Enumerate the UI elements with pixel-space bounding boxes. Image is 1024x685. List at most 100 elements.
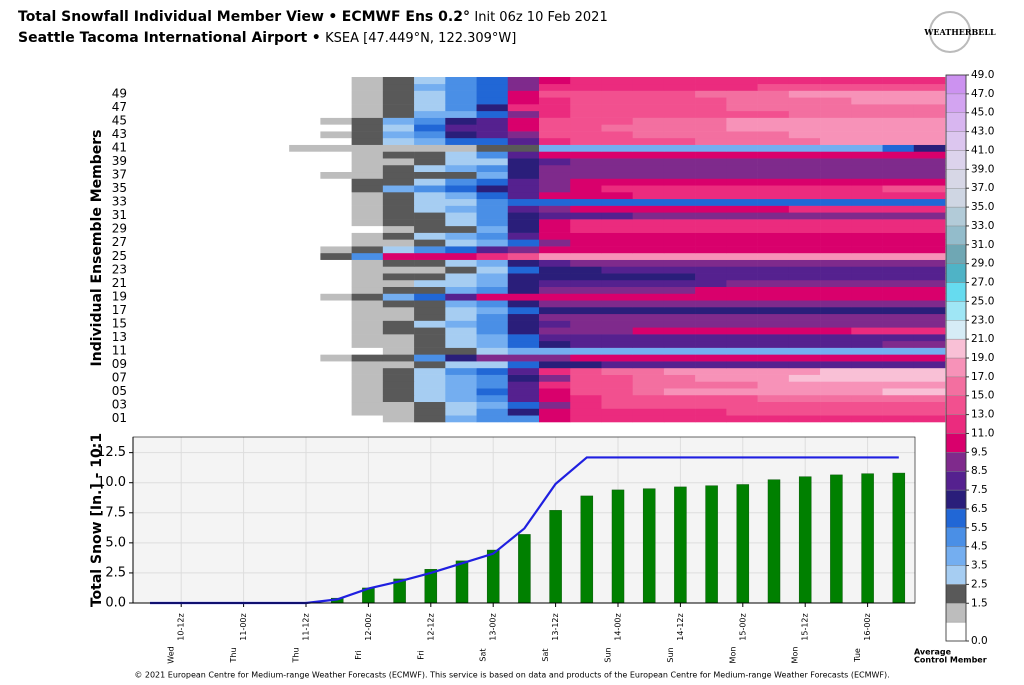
heat-cell bbox=[164, 171, 196, 179]
heat-cell bbox=[445, 252, 477, 260]
heat-cell bbox=[445, 286, 477, 294]
heat-cell bbox=[601, 192, 633, 200]
heat-cell bbox=[476, 131, 509, 139]
heat-cell bbox=[133, 225, 165, 233]
heat-cell bbox=[195, 408, 227, 416]
heat-cell bbox=[601, 374, 633, 382]
heat-cell bbox=[820, 408, 852, 416]
heat-cell bbox=[507, 239, 540, 247]
heat-cell bbox=[882, 300, 915, 308]
colorbar-swatch bbox=[945, 150, 967, 170]
heat-cell bbox=[320, 246, 352, 254]
heat-cell bbox=[226, 144, 259, 152]
heat-cell bbox=[663, 388, 696, 396]
heat-cell bbox=[851, 77, 883, 85]
heat-cell bbox=[601, 259, 633, 267]
heat-cell bbox=[601, 232, 633, 240]
heat-cell bbox=[164, 374, 196, 382]
heat-cell bbox=[757, 137, 790, 145]
heat-cell bbox=[913, 212, 946, 220]
colorbar-swatch bbox=[945, 93, 967, 113]
heat-cell bbox=[788, 185, 821, 193]
heat-cell bbox=[414, 279, 446, 288]
heat-cell bbox=[133, 246, 165, 254]
heat-cell bbox=[757, 124, 790, 132]
heat-cell bbox=[851, 198, 883, 206]
heat-cell bbox=[851, 131, 883, 139]
heat-cell bbox=[851, 124, 883, 132]
heat-cell bbox=[570, 415, 602, 423]
heat-cell bbox=[476, 259, 509, 267]
heat-cell bbox=[820, 131, 852, 139]
heat-cell bbox=[913, 415, 946, 423]
heat-cell bbox=[351, 198, 384, 206]
heat-cell bbox=[601, 185, 633, 193]
title-part: • bbox=[328, 9, 337, 25]
heat-cell bbox=[226, 300, 259, 308]
heat-cell bbox=[820, 178, 852, 186]
heat-cell bbox=[632, 239, 665, 247]
heat-cell bbox=[882, 293, 915, 301]
plot-frame bbox=[132, 436, 916, 604]
heat-cell bbox=[632, 347, 665, 355]
heat-cell bbox=[445, 131, 477, 139]
heat-cell bbox=[289, 178, 321, 186]
heat-cell bbox=[195, 381, 227, 389]
colorbar-swatch bbox=[945, 471, 967, 491]
heat-cell bbox=[788, 97, 821, 105]
heat-cell bbox=[601, 239, 633, 247]
heat-cell bbox=[632, 415, 665, 423]
heat-cell bbox=[539, 77, 571, 85]
heat-cell bbox=[632, 408, 665, 416]
heat-cell bbox=[226, 381, 259, 389]
heat-cell bbox=[195, 110, 227, 118]
heat-cell bbox=[663, 273, 696, 281]
heat-cell bbox=[663, 97, 696, 105]
heat-cell bbox=[382, 232, 415, 240]
heat-cell bbox=[757, 219, 790, 227]
heat-cell bbox=[601, 279, 633, 288]
heat-cell bbox=[663, 361, 696, 369]
heat-cell bbox=[601, 90, 633, 98]
heat-cell bbox=[164, 415, 196, 423]
heat-cell bbox=[414, 259, 446, 267]
heat-cell bbox=[882, 354, 915, 362]
heat-cell bbox=[507, 266, 540, 274]
heat-cell bbox=[726, 124, 758, 132]
heat-cell bbox=[601, 307, 633, 315]
title-part: ECMWF Ens 0.2° bbox=[342, 9, 470, 25]
heat-cell bbox=[695, 394, 727, 403]
heat-cell bbox=[445, 293, 477, 301]
heat-cell bbox=[226, 313, 259, 321]
heat-cell bbox=[445, 144, 477, 152]
heat-cell bbox=[476, 266, 509, 274]
heat-cell bbox=[195, 90, 227, 98]
heat-cell bbox=[133, 212, 165, 220]
heat-cell bbox=[445, 354, 477, 362]
heat-cell bbox=[913, 232, 946, 240]
heat-cell bbox=[632, 137, 665, 145]
heat-cell bbox=[320, 388, 352, 396]
heat-cell bbox=[539, 367, 571, 375]
heat-cell bbox=[476, 178, 509, 186]
heat-cell bbox=[570, 374, 602, 382]
heat-cell bbox=[851, 307, 883, 315]
heat-cell bbox=[632, 266, 665, 274]
heat-cell bbox=[226, 90, 259, 98]
heat-cell bbox=[632, 307, 665, 315]
heat-cell bbox=[632, 178, 665, 186]
heat-cell bbox=[445, 374, 477, 382]
heat-cell bbox=[195, 246, 227, 254]
heat-cell bbox=[476, 151, 509, 159]
heat-cell bbox=[320, 131, 352, 139]
heat-cell bbox=[195, 192, 227, 200]
heat-cell bbox=[226, 225, 259, 233]
heat-cell bbox=[476, 192, 509, 200]
heat-cell bbox=[757, 394, 790, 403]
heat-cell bbox=[913, 144, 946, 152]
heat-cell bbox=[726, 273, 758, 281]
heat-cell bbox=[476, 158, 509, 166]
heat-cell bbox=[539, 293, 571, 301]
y-tick-label: 5.0 bbox=[105, 535, 126, 550]
heat-cell bbox=[507, 401, 540, 409]
